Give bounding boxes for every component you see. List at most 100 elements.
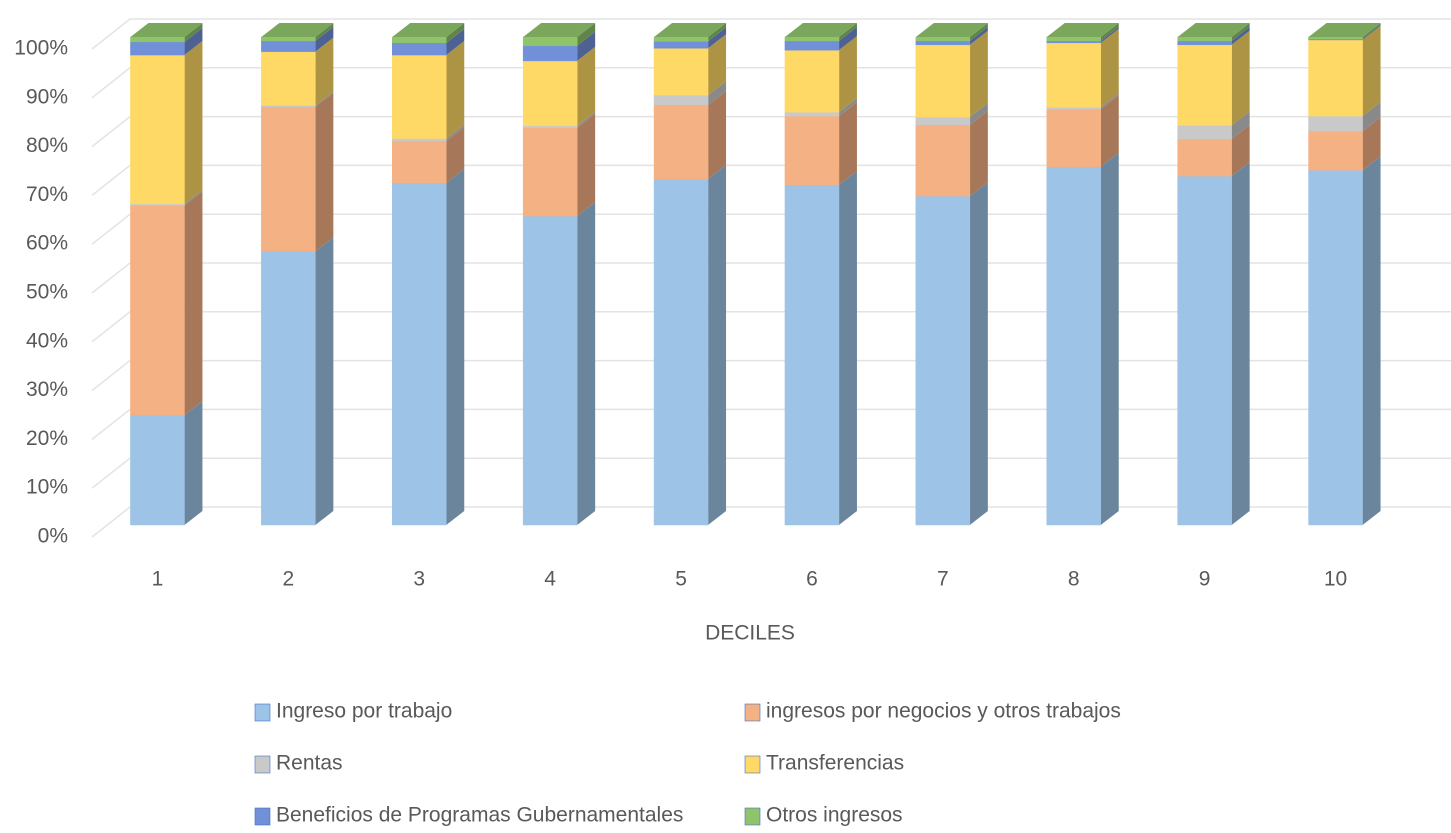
grid-line (91, 359, 1451, 392)
legend-swatch (254, 807, 271, 826)
bar-segment (392, 140, 447, 184)
bar-side (1100, 95, 1119, 167)
x-tick-label: 7 (937, 568, 949, 591)
legend-label: Beneficios de Programas Gubernamentales (276, 804, 683, 827)
bar-side (1100, 93, 1119, 110)
legend-swatch (744, 755, 761, 774)
bar-side (969, 26, 988, 45)
bar-segment (1046, 108, 1101, 168)
x-tick-label: 1 (152, 568, 164, 591)
bar-side (708, 165, 727, 525)
bar-segment (130, 54, 185, 205)
bar-side (708, 81, 727, 105)
bar-side (1100, 23, 1119, 41)
bar-side (1100, 26, 1119, 43)
bar-top (130, 23, 203, 37)
bar-side (969, 182, 988, 525)
bar-side (969, 110, 988, 197)
bar-side (184, 401, 203, 525)
bar-segment (1308, 36, 1363, 40)
bar-side (315, 91, 334, 107)
bar-segment (392, 54, 447, 139)
bar-segment (130, 414, 185, 526)
bar-top (915, 23, 988, 37)
bar-segment (1046, 166, 1101, 526)
bar-side (838, 170, 857, 525)
x-tick-label: 4 (544, 568, 556, 591)
bar-side (1100, 28, 1119, 108)
y-tick-label: 90% (26, 85, 68, 108)
bar-segment (1046, 40, 1101, 44)
bar-side (838, 36, 857, 113)
bar-segment (1308, 39, 1363, 117)
bar-top (261, 23, 334, 37)
bar-side (708, 90, 727, 180)
grid-line (91, 408, 1451, 440)
bar-segment (784, 36, 840, 42)
bar-segment (522, 215, 578, 526)
bar-segment (1177, 40, 1232, 46)
bar-segment (784, 49, 840, 113)
legend-label: Transferencias (766, 752, 904, 775)
grid-line (91, 506, 1451, 538)
bar-top (523, 23, 596, 37)
y-tick-label: 0% (38, 525, 68, 548)
bar-segment (261, 51, 316, 106)
bar-side (577, 46, 596, 126)
bar-segment (915, 40, 971, 46)
y-tick-label: 40% (26, 329, 68, 352)
legend-swatch (254, 703, 271, 722)
bar-segment (1308, 169, 1363, 526)
bar-segment (653, 94, 709, 106)
x-tick-label: 5 (675, 568, 687, 591)
bar-top (1046, 23, 1119, 37)
bar-side (315, 23, 334, 41)
bar-side (969, 30, 988, 118)
bar-segment (392, 138, 447, 142)
bar-side (1231, 162, 1250, 525)
bar-side (838, 26, 857, 51)
bar-segment (1308, 130, 1363, 171)
x-tick-label: 2 (283, 568, 295, 591)
grid-line (91, 164, 1451, 196)
bar-side (969, 23, 988, 41)
bar-side (1231, 23, 1250, 41)
legend-swatch (254, 755, 271, 774)
bar-segment (392, 42, 447, 56)
bar-segment (392, 182, 447, 526)
bar-segment (130, 36, 185, 43)
bar-side (184, 41, 203, 204)
bar-side (577, 111, 596, 128)
y-tick-label: 100% (14, 37, 68, 60)
grid-line (91, 262, 1451, 294)
y-tick-label: 20% (26, 427, 68, 450)
bar-segment (915, 36, 971, 42)
bar-side (184, 23, 203, 42)
x-tick-label: 8 (1068, 568, 1080, 591)
y-tick-label: 50% (26, 281, 68, 304)
bar-segment (261, 40, 316, 52)
bar-segment (653, 104, 709, 180)
legend-label: Rentas (276, 752, 343, 775)
bar-segment (653, 41, 709, 49)
legend-label: Otros ingresos (766, 804, 903, 827)
bar-side (577, 23, 596, 46)
bar-segment (522, 36, 578, 47)
bar-top (1177, 23, 1250, 37)
bar-side (446, 41, 465, 139)
bar-side (315, 26, 334, 52)
bar-side (1231, 26, 1250, 45)
bar-side (838, 98, 857, 117)
bar-side (446, 126, 465, 183)
bar-segment (1177, 44, 1232, 126)
y-tick-label: 80% (26, 134, 68, 157)
bar-side (184, 191, 203, 416)
bar-segment (522, 60, 578, 127)
bar-segment (1177, 36, 1232, 42)
bar-segment (392, 36, 447, 44)
bar-side (1231, 111, 1250, 139)
bar-side (838, 102, 857, 185)
bar-side (184, 27, 203, 56)
bar-segment (261, 250, 316, 526)
